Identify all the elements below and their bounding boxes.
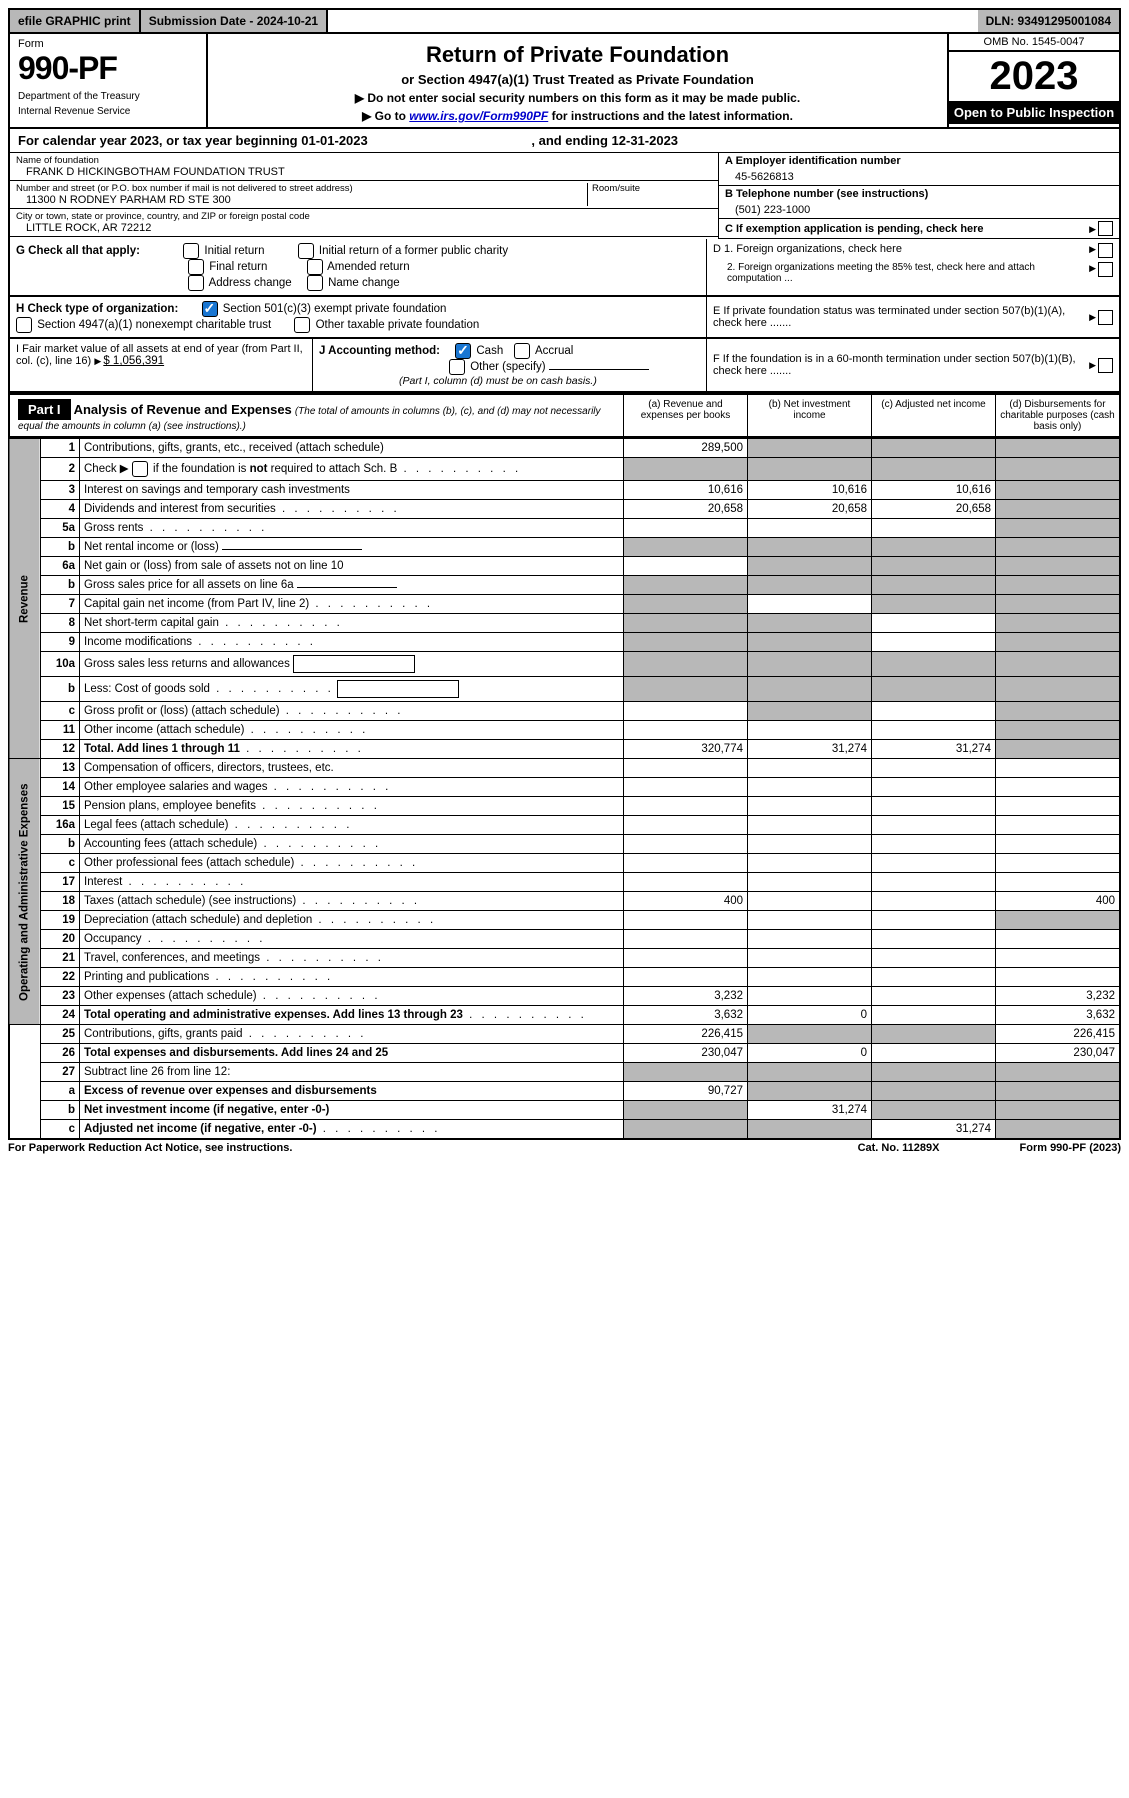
section-g-d: G Check all that apply: Initial return I… xyxy=(8,239,1121,297)
f-checkbox[interactable] xyxy=(1098,358,1113,373)
revenue-side-label: Revenue xyxy=(9,439,41,759)
d1-label: D 1. Foreign organizations, check here xyxy=(713,243,1089,258)
e-label: E If private foundation status was termi… xyxy=(713,305,1089,329)
i-value: $ 1,056,391 xyxy=(103,355,164,367)
calendar-year-row: For calendar year 2023, or tax year begi… xyxy=(8,129,1121,153)
form-label: Form xyxy=(18,38,198,50)
d1-checkbox[interactable] xyxy=(1098,243,1113,258)
g-amended-cb[interactable] xyxy=(307,259,323,275)
ein-label: A Employer identification number xyxy=(725,155,1113,167)
j-accrual-cb[interactable] xyxy=(514,343,530,359)
part1-title: Analysis of Revenue and Expenses xyxy=(74,402,292,417)
j-cash-cb[interactable] xyxy=(455,343,471,359)
col-b-head: (b) Net investment income xyxy=(747,395,871,436)
bullet-ssn: ▶ Do not enter social security numbers o… xyxy=(216,91,939,105)
j-other-cb[interactable] xyxy=(449,359,465,375)
street-value: 11300 N RODNEY PARHAM RD STE 300 xyxy=(16,194,587,206)
omb-number: OMB No. 1545-0047 xyxy=(949,34,1119,52)
section-h-e: H Check type of organization: Section 50… xyxy=(8,297,1121,339)
h-501c3-cb[interactable] xyxy=(202,301,218,317)
g-final-cb[interactable] xyxy=(188,259,204,275)
city-value: LITTLE ROCK, AR 72212 xyxy=(16,222,712,234)
dept-irs: Internal Revenue Service xyxy=(18,106,198,117)
form-number: 990-PF xyxy=(18,50,198,87)
g-label: G Check all that apply: xyxy=(16,245,140,257)
f-label: F If the foundation is in a 60-month ter… xyxy=(713,353,1089,377)
instructions-link[interactable]: www.irs.gov/Form990PF xyxy=(409,109,548,123)
c-label: C If exemption application is pending, c… xyxy=(725,223,1089,235)
h-other-cb[interactable] xyxy=(294,317,310,333)
d2-checkbox[interactable] xyxy=(1098,262,1113,277)
foundation-name: FRANK D HICKINGBOTHAM FOUNDATION TRUST xyxy=(16,166,712,178)
footer-mid: Cat. No. 11289X xyxy=(858,1142,940,1154)
col-a-head: (a) Revenue and expenses per books xyxy=(623,395,747,436)
name-label: Name of foundation xyxy=(16,155,712,166)
col-c-head: (c) Adjusted net income xyxy=(871,395,995,436)
col-d-head: (d) Disbursements for charitable purpose… xyxy=(995,395,1119,436)
page-footer: For Paperwork Reduction Act Notice, see … xyxy=(8,1140,1121,1154)
j-note: (Part I, column (d) must be on cash basi… xyxy=(399,375,597,387)
h-label: H Check type of organization: xyxy=(16,303,178,315)
top-bar: efile GRAPHIC print Submission Date - 20… xyxy=(8,8,1121,34)
section-i-j-f: I Fair market value of all assets at end… xyxy=(8,339,1121,393)
c-checkbox[interactable] xyxy=(1098,221,1113,236)
arrow-icon xyxy=(1089,223,1098,235)
schb-checkbox[interactable] xyxy=(132,461,148,477)
e-checkbox[interactable] xyxy=(1098,310,1113,325)
tax-year: 2023 xyxy=(949,52,1119,101)
room-label: Room/suite xyxy=(592,183,712,194)
expenses-side-label: Operating and Administrative Expenses xyxy=(9,759,41,1025)
dln-label: DLN: 93491295001084 xyxy=(978,10,1119,32)
footer-left: For Paperwork Reduction Act Notice, see … xyxy=(8,1142,292,1154)
main-table: Revenue 1Contributions, gifts, grants, e… xyxy=(8,438,1121,1140)
h-4947-cb[interactable] xyxy=(16,317,32,333)
g-initial-former-cb[interactable] xyxy=(298,243,314,259)
part1-badge: Part I xyxy=(18,399,71,420)
city-label: City or town, state or province, country… xyxy=(16,211,712,222)
submission-date: Submission Date - 2024-10-21 xyxy=(141,10,328,32)
bullet-link-row: ▶ Go to www.irs.gov/Form990PF for instru… xyxy=(216,109,939,123)
form-header: Form 990-PF Department of the Treasury I… xyxy=(8,34,1121,129)
foundation-info: Name of foundation FRANK D HICKINGBOTHAM… xyxy=(8,153,1121,239)
footer-right: Form 990-PF (2023) xyxy=(1020,1142,1122,1154)
dept-treasury: Department of the Treasury xyxy=(18,91,198,102)
d2-label: 2. Foreign organizations meeting the 85%… xyxy=(713,262,1089,284)
form-title: Return of Private Foundation xyxy=(216,42,939,68)
g-initial-cb[interactable] xyxy=(183,243,199,259)
g-name-cb[interactable] xyxy=(307,275,323,291)
tel-label: B Telephone number (see instructions) xyxy=(725,188,1113,200)
open-public-badge: Open to Public Inspection xyxy=(949,101,1119,124)
part1-header: Part I Analysis of Revenue and Expenses … xyxy=(8,393,1121,438)
tel-value: (501) 223-1000 xyxy=(725,200,1113,216)
ein-value: 45-5626813 xyxy=(725,167,1113,183)
form-subtitle: or Section 4947(a)(1) Trust Treated as P… xyxy=(216,72,939,87)
street-label: Number and street (or P.O. box number if… xyxy=(16,183,587,194)
j-label: J Accounting method: xyxy=(319,345,440,357)
efile-label[interactable]: efile GRAPHIC print xyxy=(10,10,141,32)
g-address-cb[interactable] xyxy=(188,275,204,291)
